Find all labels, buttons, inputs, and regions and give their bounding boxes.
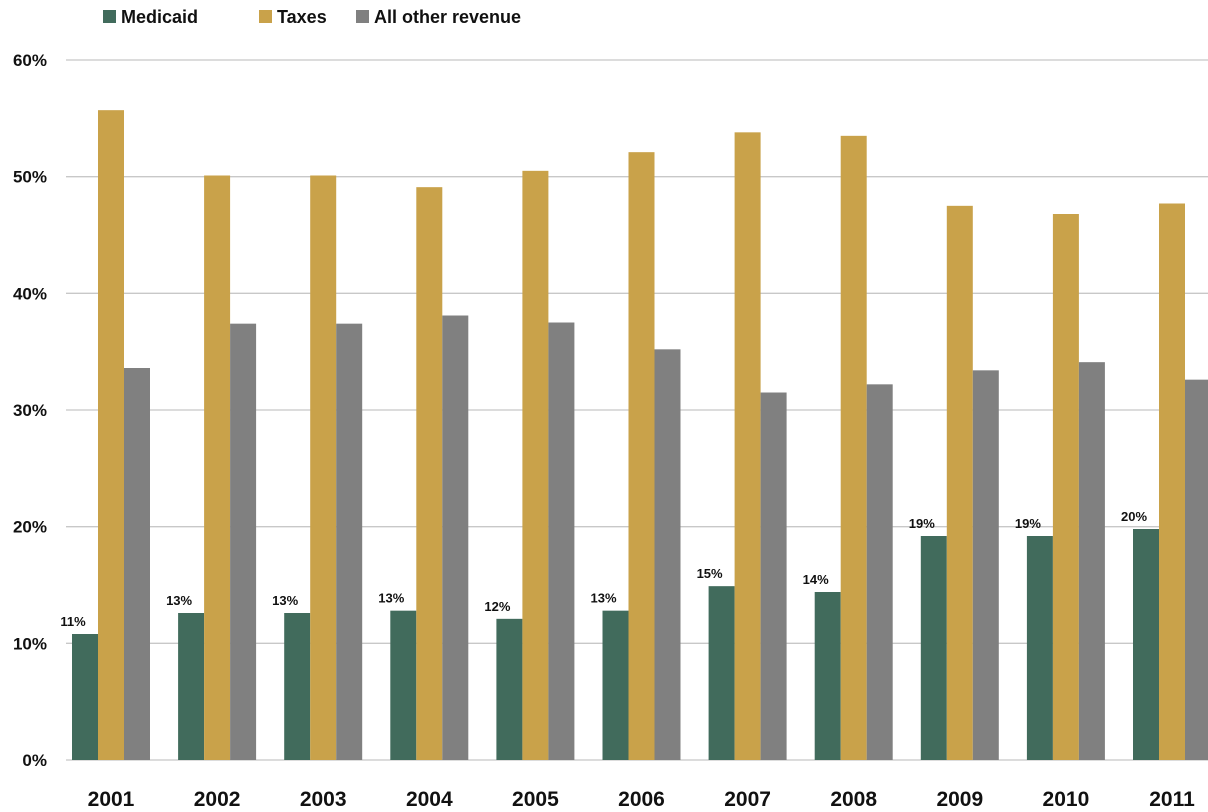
bar-all-other-revenue bbox=[442, 315, 469, 760]
x-tick-label: 2010 bbox=[1043, 788, 1090, 811]
bar-taxes bbox=[98, 110, 124, 760]
data-labels: 11% 13% 13% 13% 12% 13% 15% 14% 19% 19% 20% bbox=[60, 509, 1147, 629]
y-axis-ticks: 0% 10% 20% 30% 40% 50% 60% bbox=[13, 51, 47, 770]
bar-medicaid bbox=[708, 586, 735, 760]
data-label: 19% bbox=[1015, 516, 1041, 531]
bar-all-other-revenue bbox=[1185, 379, 1208, 760]
bar-all-other-revenue bbox=[866, 384, 893, 760]
bar-all-other-revenue bbox=[124, 368, 150, 760]
y-tick-label: 0% bbox=[22, 751, 47, 770]
legend-swatch bbox=[356, 10, 369, 23]
data-label: 13% bbox=[272, 593, 298, 608]
y-tick-label: 10% bbox=[13, 634, 47, 653]
data-label: 19% bbox=[909, 516, 935, 531]
x-tick-label: 2007 bbox=[724, 788, 771, 811]
data-label: 13% bbox=[590, 591, 616, 606]
data-label: 13% bbox=[166, 593, 192, 608]
legend-label: Medicaid bbox=[121, 7, 198, 27]
data-label: 15% bbox=[697, 566, 723, 581]
data-label: 20% bbox=[1121, 509, 1147, 524]
bar-taxes bbox=[734, 132, 761, 761]
bar-all-other-revenue bbox=[548, 322, 575, 760]
x-tick-label: 2006 bbox=[618, 788, 665, 811]
y-tick-label: 60% bbox=[13, 51, 47, 70]
bar-taxes bbox=[522, 170, 549, 761]
y-tick-label: 20% bbox=[13, 518, 47, 537]
bar-medicaid bbox=[496, 618, 523, 760]
x-tick-label: 2002 bbox=[194, 788, 241, 811]
x-tick-label: 2005 bbox=[512, 788, 559, 811]
x-tick-label: 2003 bbox=[300, 788, 347, 811]
y-tick-label: 50% bbox=[13, 168, 47, 187]
bar-medicaid bbox=[1133, 529, 1159, 760]
data-label: 14% bbox=[803, 572, 829, 587]
bar-medicaid bbox=[814, 592, 841, 760]
legend-swatch bbox=[259, 10, 272, 23]
bar-all-other-revenue bbox=[336, 323, 363, 760]
bar-medicaid bbox=[284, 613, 311, 760]
legend-swatch bbox=[103, 10, 116, 23]
x-tick-label: 2011 bbox=[1149, 788, 1195, 811]
x-tick-label: 2009 bbox=[936, 788, 983, 811]
x-tick-label: 2004 bbox=[406, 788, 453, 811]
y-tick-label: 30% bbox=[13, 401, 47, 420]
bar-medicaid bbox=[72, 634, 98, 760]
bar-all-other-revenue bbox=[654, 349, 681, 760]
y-tick-label: 40% bbox=[13, 284, 47, 303]
bar-taxes bbox=[416, 187, 443, 760]
legend-label: Taxes bbox=[277, 7, 327, 27]
data-label: 13% bbox=[378, 591, 404, 606]
bar-all-other-revenue bbox=[230, 323, 257, 760]
bar-all-other-revenue bbox=[760, 392, 787, 760]
bar-taxes bbox=[840, 135, 867, 761]
bar-taxes bbox=[204, 175, 231, 760]
bar-taxes bbox=[946, 205, 973, 761]
bar-medicaid bbox=[390, 610, 417, 760]
bar-medicaid bbox=[602, 610, 629, 760]
bar-taxes bbox=[310, 175, 337, 760]
bar-medicaid bbox=[178, 613, 205, 760]
bar-all-other-revenue bbox=[1078, 362, 1105, 760]
bars bbox=[72, 110, 1208, 761]
legend-label: All other revenue bbox=[374, 7, 521, 27]
data-label: 12% bbox=[484, 599, 510, 614]
bar-taxes bbox=[1052, 214, 1079, 760]
x-axis-ticks: 2001 2002 2003 2004 2005 2006 2007 2008 2009 2010… bbox=[88, 788, 1195, 811]
bar-medicaid bbox=[1026, 536, 1053, 760]
bar-taxes bbox=[628, 152, 655, 760]
x-tick-label: 2001 bbox=[88, 788, 135, 811]
bar-all-other-revenue bbox=[972, 370, 999, 760]
bar-taxes bbox=[1159, 203, 1185, 760]
legend: Medicaid Taxes All other revenue bbox=[103, 7, 521, 27]
bar-medicaid bbox=[920, 536, 947, 760]
data-label: 11% bbox=[60, 614, 86, 629]
x-tick-label: 2008 bbox=[830, 788, 877, 811]
